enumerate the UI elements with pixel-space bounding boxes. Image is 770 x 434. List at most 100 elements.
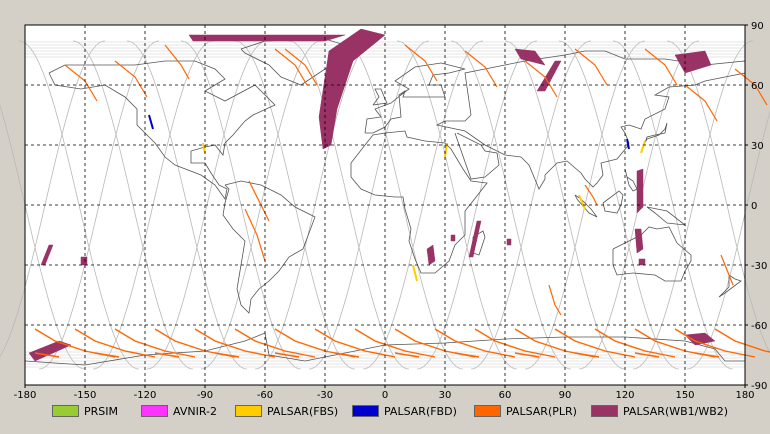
y-tick-labels: 90 60 30 0 -30 -60 -90 bbox=[745, 21, 767, 392]
swath-palsar-plr bbox=[554, 328, 636, 358]
swath-wb1-wb2 bbox=[684, 332, 716, 346]
swath-palsar-plr bbox=[714, 328, 770, 353]
swath-palsar-plr bbox=[454, 352, 480, 358]
swath-wb1-wb2 bbox=[188, 34, 346, 42]
coastline bbox=[454, 132, 500, 180]
x-tick-label: 150 bbox=[675, 390, 694, 401]
legend-item-palsar-fbs: PALSAR(FBS) bbox=[235, 403, 338, 419]
swath-palsar-plr bbox=[234, 328, 316, 358]
swath-palsar-plr bbox=[164, 44, 190, 80]
x-tick-label: 0 bbox=[382, 390, 388, 401]
swath-wb1-wb2 bbox=[28, 340, 72, 362]
x-tick-label: 60 bbox=[499, 390, 512, 401]
swath-palsar-plr bbox=[434, 328, 516, 358]
swath-palsar-plr bbox=[548, 284, 562, 316]
y-tick-label: -60 bbox=[751, 321, 767, 332]
legend-label-palsar-wb: PALSAR(WB1/WB2) bbox=[623, 404, 729, 418]
swath-wb1-wb2 bbox=[636, 168, 644, 214]
swath-palsar-plr bbox=[594, 328, 676, 358]
coastline bbox=[646, 206, 687, 226]
legend: PRSIM AVNIR-2 PALSAR(FBS) PALSAR(FBD) PA… bbox=[0, 400, 770, 422]
swath-palsar-plr bbox=[154, 352, 180, 358]
coastline bbox=[364, 62, 466, 134]
x-tick-label: -90 bbox=[197, 390, 213, 401]
swath-palsar-plr bbox=[404, 44, 438, 82]
legend-item-palsar-wb: PALSAR(WB1/WB2) bbox=[591, 403, 728, 419]
legend-swatch-prsim bbox=[52, 405, 79, 417]
swath-wb1-wb2 bbox=[426, 244, 436, 266]
swath-palsar-plr bbox=[284, 48, 318, 86]
swath-palsar-plr bbox=[514, 352, 540, 358]
swath-palsar-plr bbox=[584, 184, 598, 206]
swath-palsar-plr bbox=[314, 328, 396, 358]
legend-label-palsar-plr: PALSAR(PLR) bbox=[506, 404, 577, 418]
y-tick-label: 30 bbox=[751, 141, 764, 152]
swath-palsar-plr bbox=[684, 84, 718, 122]
coastline bbox=[24, 332, 745, 366]
coastline bbox=[718, 274, 742, 298]
swath-palsar-plr bbox=[464, 50, 498, 88]
legend-swatch-palsar-plr bbox=[474, 405, 501, 417]
swath-palsar-plr bbox=[574, 352, 600, 358]
swath-palsar-fbs bbox=[578, 194, 586, 210]
legend-swatch-palsar-fbs bbox=[235, 405, 262, 417]
legend-item-palsar-fbd: PALSAR(FBD) bbox=[352, 403, 457, 419]
y-tick-label: -90 bbox=[751, 381, 767, 392]
y-tick-label: 60 bbox=[751, 81, 764, 92]
swath-wb1-wb2 bbox=[468, 220, 482, 258]
swath-palsar-plr bbox=[644, 48, 678, 86]
legend-label-avnir2: AVNIR-2 bbox=[173, 404, 217, 418]
swath-palsar-plr bbox=[274, 48, 308, 86]
coastline bbox=[612, 226, 692, 282]
swath-palsar-plr bbox=[94, 352, 120, 358]
y-tick-label: 0 bbox=[751, 201, 757, 212]
swath-palsar-plr bbox=[334, 352, 360, 358]
swath-palsar-fbs bbox=[640, 140, 646, 154]
legend-label-palsar-fbs: PALSAR(FBS) bbox=[267, 404, 339, 418]
swath-wb1-wb2 bbox=[638, 258, 646, 266]
x-tick-label: -150 bbox=[74, 390, 97, 401]
x-tick-label: 90 bbox=[559, 390, 572, 401]
swath-palsar-fbd bbox=[626, 138, 630, 150]
swath-palsar-plr bbox=[474, 328, 556, 358]
swath-palsar-plr bbox=[114, 328, 196, 358]
legend-label-palsar-fbd: PALSAR(FBD) bbox=[384, 404, 457, 418]
swath-wb1-wb2 bbox=[536, 60, 562, 92]
coastline bbox=[48, 60, 276, 200]
legend-swatch-palsar-fbd bbox=[352, 405, 379, 417]
x-tick-label: 30 bbox=[439, 390, 452, 401]
swath-palsar-plr bbox=[74, 328, 156, 358]
swath-palsar-plr bbox=[734, 68, 768, 106]
legend-item-prsim: PRSIM bbox=[52, 403, 118, 419]
swath-wb1-wb2 bbox=[450, 234, 456, 242]
coastline bbox=[350, 130, 488, 274]
swath-palsar-plr bbox=[34, 352, 60, 358]
x-tick-label: -30 bbox=[317, 390, 333, 401]
legend-swatch-palsar-wb bbox=[591, 405, 618, 417]
y-tick-label: 90 bbox=[751, 21, 764, 32]
legend-label-prsim: PRSIM bbox=[84, 404, 118, 418]
x-tick-label: 120 bbox=[615, 390, 634, 401]
swath-wb1-wb2 bbox=[634, 228, 644, 254]
swath-palsar-plr bbox=[214, 352, 240, 358]
grid-lines bbox=[25, 25, 745, 385]
x-tick-labels: -180 -150 -120 -90 -60 -30 0 30 60 90 120 150 180 bbox=[14, 385, 755, 401]
swath-palsar-fbd bbox=[148, 114, 154, 130]
coastline bbox=[435, 50, 746, 190]
legend-item-avnir2: AVNIR-2 bbox=[141, 403, 217, 419]
x-tick-label: -120 bbox=[134, 390, 157, 401]
swath-palsar-plr bbox=[674, 328, 756, 358]
coastline bbox=[222, 180, 316, 314]
swath-wb1-wb2 bbox=[674, 50, 712, 74]
swath-wb1-wb2 bbox=[80, 256, 88, 266]
swath-palsar-plr bbox=[194, 328, 276, 358]
swath-wb1-wb2 bbox=[506, 238, 512, 246]
swath-palsar-fbs bbox=[412, 264, 418, 282]
swath-palsar-plr bbox=[634, 352, 660, 358]
x-tick-label: 180 bbox=[735, 390, 754, 401]
coastline bbox=[372, 88, 388, 106]
legend-item-palsar-plr: PALSAR(PLR) bbox=[474, 403, 577, 419]
x-tick-label: -60 bbox=[257, 390, 273, 401]
swath-palsar-plr bbox=[114, 60, 148, 98]
